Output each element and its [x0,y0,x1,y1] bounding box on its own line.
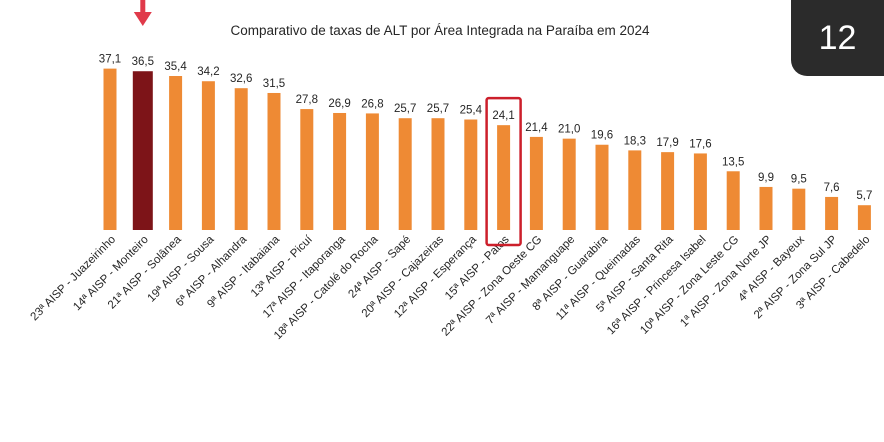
bar-13 [497,125,511,230]
value-label-9: 26,8 [361,98,383,110]
bar-7 [300,109,314,230]
value-label-12: 25,4 [460,105,483,117]
value-label-24: 5,7 [856,190,872,202]
value-label-21: 9,9 [758,172,774,184]
page-number-badge: 12 [791,0,884,76]
bar-16 [595,144,609,230]
value-labels-group: 37,1 36,5 35,4 34,2 32,6 31,5 27,8 26,9 26,8 25,7… [99,54,873,203]
value-label-16: 19,6 [591,130,613,142]
value-label-3: 35,4 [164,61,187,73]
bar-21 [759,186,773,230]
bar-14 [529,136,543,230]
bar-18 [661,152,675,230]
value-label-13: 24,1 [492,110,514,122]
bar-9 [365,113,379,230]
bar-24 [857,205,871,230]
bar-6 [267,92,281,230]
bar-12 [464,119,478,230]
bar-4 [201,81,215,230]
value-label-5: 32,6 [230,73,252,85]
value-label-7: 27,8 [296,94,318,106]
bar-10 [398,118,412,230]
bar-3 [169,76,183,230]
bar-1 [103,68,117,231]
bar-15 [562,138,576,230]
value-label-14: 21,4 [525,122,548,134]
bar-8 [333,112,347,230]
arrow-shaft [140,0,146,14]
bar-17 [628,150,642,230]
value-label-23: 7,6 [824,182,840,194]
value-label-19: 17,6 [689,138,711,150]
value-label-4: 34,2 [197,66,219,78]
bar-11 [431,118,445,230]
value-label-2: 36,5 [132,56,154,68]
annotations-group [133,0,522,247]
value-label-22: 9,5 [791,174,807,186]
value-label-15: 21,0 [558,124,580,136]
bar-2 [132,71,153,230]
bar-5 [234,88,248,230]
bar-20 [726,171,740,230]
value-label-10: 25,7 [394,103,416,115]
arrow-down-icon [133,12,152,26]
bar-23 [825,196,839,230]
value-label-1: 37,1 [99,54,121,66]
highlight-box [485,96,522,247]
bar-19 [693,153,707,230]
value-label-17: 18,3 [624,135,646,147]
value-label-8: 26,9 [328,98,350,110]
bars-group [103,68,871,231]
chart-title: Comparativo de taxas de ALT por Área Int… [230,23,650,38]
value-label-20: 13,5 [722,156,744,168]
bar-22 [792,188,806,230]
value-label-18: 17,9 [656,137,678,149]
value-label-6: 31,5 [263,78,285,90]
value-label-11: 25,7 [427,103,449,115]
